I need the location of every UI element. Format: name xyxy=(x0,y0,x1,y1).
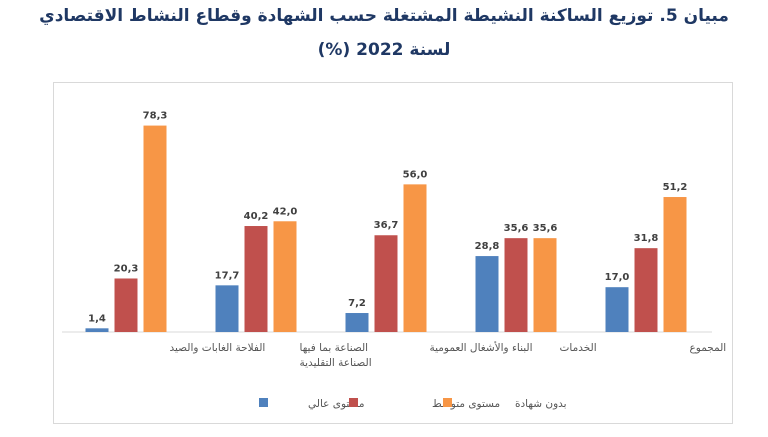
legend-swatch-0 xyxy=(259,398,268,407)
data-label-3-1: 35,6 xyxy=(504,223,529,234)
category-label-3-0: الخدمات xyxy=(560,342,597,354)
bar-0-1 xyxy=(114,278,138,332)
bar-2-0 xyxy=(345,313,369,332)
data-label-2-2: 56,0 xyxy=(403,169,428,180)
bar-3-0 xyxy=(475,256,499,332)
category-label-4-0: المجموع xyxy=(690,342,727,354)
legend-label-2: بدون شهادة xyxy=(515,398,567,410)
bar-2-2 xyxy=(403,184,427,332)
data-label-2-0: 7,2 xyxy=(348,298,366,309)
bar-1-0 xyxy=(215,285,239,332)
category-label-1-1: الصناعة التقليدية xyxy=(300,357,372,369)
data-label-4-2: 51,2 xyxy=(663,182,688,193)
bar-1-1 xyxy=(244,226,268,332)
data-label-3-2: 35,6 xyxy=(533,223,558,234)
data-label-3-0: 28,8 xyxy=(475,241,500,252)
category-label-2-0: البناء والأشغال العمومية xyxy=(430,341,533,354)
bar-1-2 xyxy=(273,221,297,332)
data-label-0-0: 1,4 xyxy=(88,313,106,324)
bar-0-0 xyxy=(85,328,109,332)
legend-swatch-2 xyxy=(443,398,452,407)
chart-title-line1: مبيان 5. توزيع الساكنة النشيطة المشتغلة … xyxy=(39,6,729,26)
bar-3-1 xyxy=(504,238,528,332)
category-label-0-0: الفلاحة الغابات والصيد xyxy=(170,342,266,354)
data-label-1-2: 42,0 xyxy=(273,206,298,217)
bar-2-1 xyxy=(374,235,398,332)
bar-3-2 xyxy=(533,238,557,332)
legend-label-1: مستوى متوسط xyxy=(432,398,500,410)
data-label-0-2: 78,3 xyxy=(143,111,168,122)
bar-4-0 xyxy=(605,287,629,332)
bar-4-2 xyxy=(663,197,687,332)
legend-swatch-1 xyxy=(349,398,358,407)
data-label-2-1: 36,7 xyxy=(374,220,399,231)
bar-4-1 xyxy=(634,248,658,332)
category-label-1-0: الصناعة بما فيها xyxy=(300,342,369,354)
chart-title-line2: لسنة 2022 (%) xyxy=(317,40,451,60)
data-label-1-0: 17,7 xyxy=(215,270,240,281)
data-label-0-1: 20,3 xyxy=(114,263,139,274)
data-label-4-0: 17,0 xyxy=(605,272,630,283)
bar-0-2 xyxy=(143,125,167,332)
data-label-4-1: 31,8 xyxy=(634,233,659,244)
data-label-1-1: 40,2 xyxy=(244,211,269,222)
chart-frame xyxy=(53,82,733,424)
